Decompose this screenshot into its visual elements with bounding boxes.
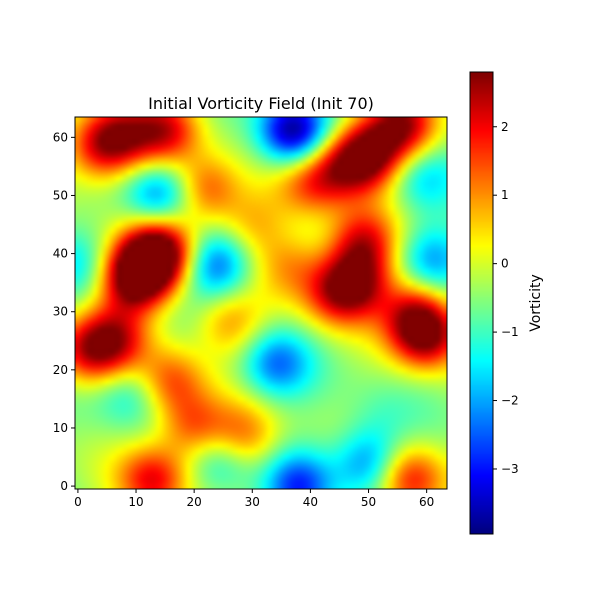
x-tick-label: 40: [303, 495, 318, 509]
colorbar-tick-label: 0: [501, 257, 509, 271]
x-tick-label: 60: [419, 495, 434, 509]
colorbar-tick-label: 2: [501, 120, 509, 134]
x-axis-ticks: 0 10 20 30 40 50 60: [74, 489, 434, 509]
y-tick-label: 10: [53, 421, 68, 435]
x-tick-label: 10: [128, 495, 143, 509]
y-tick-label: 30: [53, 305, 68, 319]
x-tick-label: 20: [187, 495, 202, 509]
colorbar-tick-label: −1: [501, 325, 519, 339]
colorbar-tick-label: −3: [501, 462, 519, 476]
colorbar-ticks: 2 1 0 −1 −2 −3: [493, 120, 519, 476]
heatmap-image: [75, 117, 447, 489]
colorbar-frame: [469, 71, 494, 535]
y-tick-label: 0: [60, 479, 68, 493]
plot-frame: [74, 116, 448, 490]
y-tick-label: 20: [53, 363, 68, 377]
x-tick-label: 30: [245, 495, 260, 509]
y-tick-label: 50: [53, 188, 68, 202]
chart-title: Initial Vorticity Field (Init 70): [148, 94, 374, 113]
y-tick-label: 40: [53, 247, 68, 261]
colorbar-tick-label: −2: [501, 394, 519, 408]
colorbar-image: [470, 72, 493, 534]
y-axis-ticks: 0 10 20 30 40 50 60: [53, 130, 75, 493]
x-tick-label: 50: [361, 495, 376, 509]
y-tick-label: 60: [53, 130, 68, 144]
colorbar-label: Vorticity: [528, 274, 544, 332]
x-tick-label: 0: [74, 495, 82, 509]
colorbar-tick-label: 1: [501, 188, 509, 202]
